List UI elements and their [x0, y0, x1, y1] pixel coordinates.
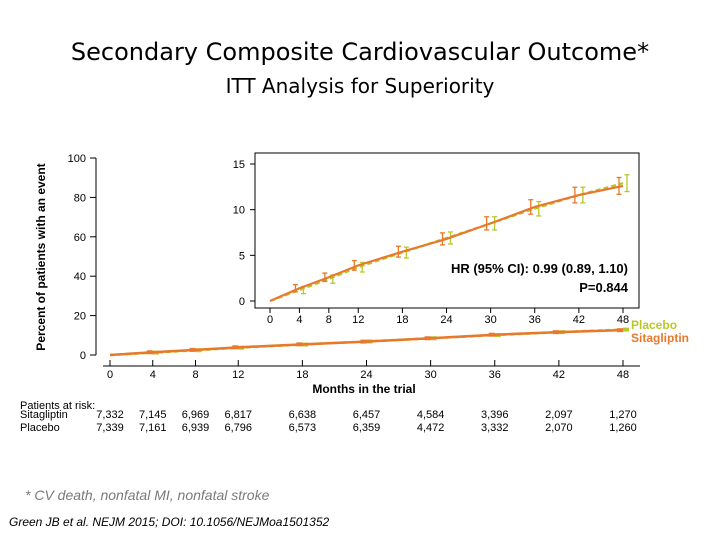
at-risk-heading: Patients at risk:: [20, 400, 96, 412]
inset-x-tick-label: 8: [326, 314, 332, 326]
at-risk-cell: 7,161: [138, 422, 167, 434]
main-series-sitagliptin: [109, 328, 624, 357]
main-y-tick-label: 80: [74, 192, 86, 204]
legend-sitagliptin: Sitagliptin: [631, 331, 689, 345]
citation: Green JB et al. NEJM 2015; DOI: 10.1056/…: [9, 515, 330, 529]
main-point-sitagliptin: [552, 330, 559, 335]
at-risk-cell: 2,070: [545, 422, 573, 434]
at-risk-cell: 6,359: [352, 422, 381, 434]
inset-x-tick-label: 30: [485, 314, 497, 326]
at-risk-cell: 2,097: [545, 409, 573, 421]
main-x-tick-label: 30: [425, 369, 437, 381]
inset-x-tick-label: 18: [396, 314, 408, 326]
inset-series-sitagliptin: [269, 184, 624, 303]
legend-placebo: Placebo: [631, 318, 677, 332]
at-risk-cell: 1,270: [609, 409, 637, 421]
at-risk-cell: 7,145: [138, 409, 167, 421]
main-point-sitagliptin: [488, 332, 495, 337]
at-risk-cell: 6,796: [224, 422, 253, 434]
inset-x-tick-label: 12: [352, 314, 364, 326]
inset-y-tick-label: 0: [239, 296, 245, 308]
at-risk-cell: 1,260: [609, 422, 637, 434]
inset-y-tick-label: 5: [239, 250, 245, 262]
main-x-axis-label: Months in the trial: [312, 382, 415, 396]
at-risk-cell: 4,584: [416, 409, 445, 421]
main-y-tick-label: 20: [74, 311, 86, 323]
inset-y-tick-label: 10: [233, 205, 245, 217]
at-risk-cell: 4,472: [416, 422, 445, 434]
inset-x-tick-label: 36: [529, 314, 541, 326]
inset-x-tick-label: 48: [617, 314, 629, 326]
p-value-annotation: P=0.844: [579, 280, 629, 295]
main-x-tick-label: 18: [296, 369, 308, 381]
slide-title: Secondary Composite Cardiovascular Outco…: [70, 38, 650, 66]
main-x-tick-label: 36: [489, 369, 501, 381]
main-x-tick-label: 8: [192, 369, 198, 381]
main-x-tick-label: 48: [617, 369, 629, 381]
at-risk-cell: 6,638: [288, 409, 317, 421]
at-risk-cell: 6,939: [181, 422, 210, 434]
main-x-tick-label: 0: [107, 369, 113, 381]
main-point-sitagliptin: [189, 347, 196, 352]
main-y-tick-label: 40: [74, 271, 86, 283]
at-risk-cell: 6,969: [181, 409, 210, 421]
main-y-tick-label: 100: [68, 153, 86, 165]
main-point-placebo: [623, 327, 629, 332]
inset-x-tick-label: 42: [573, 314, 585, 326]
at-risk-cell: 6,457: [352, 409, 381, 421]
main-x-tick-label: 42: [553, 369, 565, 381]
inset-y-tick-label: 15: [233, 159, 245, 171]
main-y-axis-label: Percent of patients with an event: [34, 163, 48, 350]
at-risk-cell: 6,817: [224, 409, 253, 421]
inset-x-tick-label: 24: [440, 314, 452, 326]
main-x-tick-label: 4: [150, 369, 156, 381]
main-x-tick-label: 24: [360, 369, 372, 381]
at-risk-row-label: Placebo: [20, 422, 60, 434]
main-point-sitagliptin: [232, 345, 239, 350]
main-y-tick-label: 0: [80, 350, 86, 362]
inset-x-tick-label: 4: [296, 314, 302, 326]
footnote: * CV death, nonfatal MI, nonfatal stroke: [25, 487, 270, 503]
at-risk-cell: 6,573: [288, 422, 317, 434]
at-risk-row-label: Sitagliptin: [20, 409, 68, 421]
main-point-sitagliptin: [360, 339, 367, 344]
slide-subtitle: ITT Analysis for Superiority: [225, 74, 495, 98]
main-point-sitagliptin: [146, 350, 153, 355]
main-point-sitagliptin: [617, 328, 623, 333]
at-risk-cell: 7,339: [96, 422, 124, 434]
at-risk-cell: 7,332: [96, 409, 124, 421]
inset-x-tick-label: 0: [267, 314, 273, 326]
main-y-tick-label: 60: [74, 232, 86, 244]
main-point-sitagliptin: [424, 336, 431, 341]
main-x-tick-label: 12: [232, 369, 244, 381]
at-risk-cell: 3,332: [480, 422, 509, 434]
at-risk-cell: 3,396: [480, 409, 509, 421]
main-point-sitagliptin: [296, 342, 303, 347]
hr-annotation: HR (95% CI): 0.99 (0.89, 1.10): [451, 261, 628, 276]
